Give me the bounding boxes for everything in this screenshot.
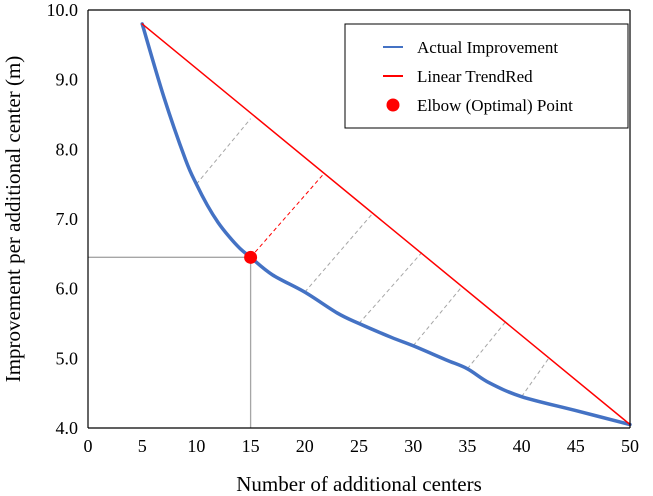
x-tick-label: 0	[84, 436, 93, 456]
axes	[87, 9, 631, 429]
y-tick-label: 4.0	[56, 418, 79, 438]
distance-segment-5	[467, 321, 506, 370]
legend: Actual Improvement Linear TrendRed Elbow (…	[344, 23, 629, 129]
y-tick-label: 5.0	[56, 348, 79, 368]
distance-segment-3	[358, 252, 423, 324]
y-tick-label: 7.0	[56, 209, 79, 229]
y-tick-label: 10.0	[47, 0, 79, 20]
legend-swatch-elbow-optimal-point	[386, 98, 400, 112]
x-tick-label: 40	[513, 436, 531, 456]
y-tick-label: 9.0	[56, 70, 79, 90]
distance-segment-4	[412, 286, 463, 347]
legend-label-elbow-optimal-point: Elbow (Optimal) Point	[417, 96, 573, 115]
y-axis-title: Improvement per additional center (m)	[1, 56, 25, 383]
distance-segments	[196, 118, 550, 397]
x-tick-label: 30	[404, 436, 422, 456]
x-tick-labels: 0 5 10 15 20 25 30 35 40 45 50	[84, 436, 640, 456]
y-tick-label: 8.0	[56, 139, 79, 159]
x-tick-label: 20	[296, 436, 314, 456]
x-tick-label: 10	[187, 436, 205, 456]
elbow-optimal-point-marker	[244, 250, 258, 264]
x-tick-label: 25	[350, 436, 368, 456]
legend-label-linear-trendred: Linear TrendRed	[417, 67, 533, 86]
x-axis-title: Number of additional centers	[236, 472, 482, 496]
x-tick-label: 45	[567, 436, 585, 456]
x-tick-label: 35	[458, 436, 476, 456]
y-tick-labels: 4.0 5.0 6.0 7.0 8.0 9.0 10.0	[47, 0, 79, 438]
actual-improvement-series-line	[140, 22, 632, 427]
distance-segment-2	[304, 213, 373, 293]
x-tick-label: 5	[138, 436, 147, 456]
legend-label-actual-improvement: Actual Improvement	[417, 38, 558, 57]
x-tick-label: 15	[242, 436, 260, 456]
series-layer	[140, 22, 632, 427]
y-tick-label: 6.0	[56, 279, 79, 299]
reference-lines	[88, 256, 252, 428]
distance-segment-0	[196, 118, 251, 185]
distance-segment-1	[250, 174, 324, 258]
x-tick-label: 50	[621, 436, 639, 456]
distance-segment-6	[521, 358, 550, 397]
linear-trendred-series-line	[141, 23, 631, 426]
